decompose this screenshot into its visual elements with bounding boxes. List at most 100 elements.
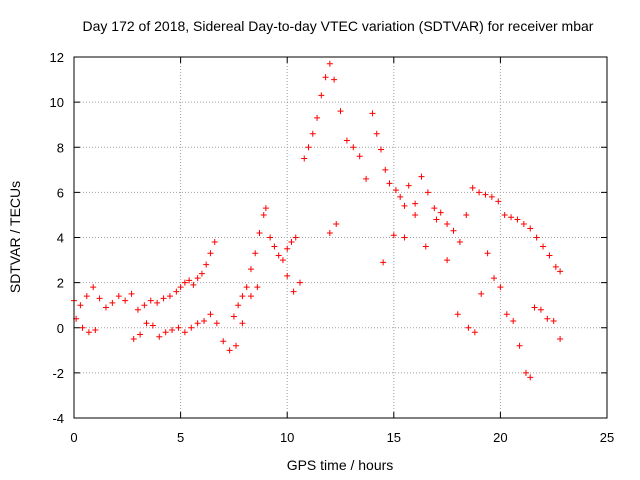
- data-point: [412, 200, 419, 207]
- data-point: [220, 338, 227, 345]
- data-point: [92, 327, 99, 334]
- data-point: [418, 173, 425, 180]
- data-point: [476, 189, 483, 196]
- data-point: [102, 304, 109, 311]
- data-point: [239, 293, 246, 300]
- y-tick-label: 8: [57, 140, 64, 155]
- data-point: [514, 216, 521, 223]
- data-point: [382, 166, 389, 173]
- data-point: [469, 184, 476, 191]
- data-point: [488, 193, 495, 200]
- data-point: [546, 252, 553, 259]
- data-point: [181, 329, 188, 336]
- data-point: [508, 214, 515, 221]
- data-point: [226, 347, 233, 354]
- data-point: [433, 216, 440, 223]
- data-point: [134, 306, 141, 313]
- data-point: [247, 293, 254, 300]
- chart-title: Day 172 of 2018, Sidereal Day-to-day VTE…: [83, 18, 594, 34]
- data-point: [331, 76, 338, 83]
- data-point: [175, 324, 182, 331]
- data-point: [252, 250, 259, 257]
- data-point: [207, 250, 214, 257]
- data-point: [516, 342, 523, 349]
- grid: [74, 57, 607, 418]
- data-point: [531, 304, 538, 311]
- data-point: [522, 369, 529, 376]
- data-point: [305, 144, 312, 151]
- data-point: [557, 336, 564, 343]
- data-point: [463, 211, 470, 218]
- data-point: [296, 279, 303, 286]
- data-point: [122, 297, 129, 304]
- data-point: [262, 205, 269, 212]
- data-point: [162, 329, 169, 336]
- data-point: [188, 324, 195, 331]
- data-point: [373, 130, 380, 137]
- data-point: [363, 175, 370, 182]
- data-point: [160, 295, 167, 302]
- data-point: [207, 311, 214, 318]
- series-0: [71, 60, 564, 320]
- data-point: [284, 272, 291, 279]
- data-point: [497, 284, 504, 291]
- data-point: [495, 198, 502, 205]
- data-point: [337, 108, 344, 115]
- data-point: [166, 293, 173, 300]
- data-point: [169, 327, 176, 334]
- data-point: [149, 322, 156, 329]
- data-point: [292, 234, 299, 241]
- x-tick-label: 5: [177, 430, 184, 445]
- data-point: [239, 320, 246, 327]
- data-point: [412, 211, 419, 218]
- data-point: [190, 281, 197, 288]
- data-point: [527, 225, 534, 232]
- data-point: [378, 146, 385, 153]
- data-point: [147, 297, 154, 304]
- data-point: [173, 288, 180, 295]
- data-point: [540, 243, 547, 250]
- data-point: [401, 234, 408, 241]
- data-points: [71, 60, 564, 381]
- data-point: [401, 202, 408, 209]
- data-point: [390, 232, 397, 239]
- data-point: [501, 211, 508, 218]
- data-point: [141, 302, 148, 309]
- data-point: [186, 277, 193, 284]
- data-point: [431, 205, 438, 212]
- data-point: [267, 234, 274, 241]
- x-tick-label: 25: [600, 430, 614, 445]
- data-point: [256, 229, 263, 236]
- data-point: [96, 295, 103, 302]
- data-point: [271, 243, 278, 250]
- data-point: [301, 155, 308, 162]
- data-point: [314, 114, 321, 121]
- data-point: [386, 180, 393, 187]
- data-point: [309, 130, 316, 137]
- data-point: [350, 144, 357, 151]
- y-tick-label: 12: [50, 50, 64, 65]
- data-point: [128, 290, 135, 297]
- data-point: [198, 270, 205, 277]
- data-point: [503, 311, 510, 318]
- data-point: [422, 243, 429, 250]
- y-axis-label: SDTVAR / TECUs: [7, 181, 23, 293]
- data-point: [79, 324, 86, 331]
- x-axis-label: GPS time / hours: [287, 457, 394, 473]
- data-point: [450, 227, 457, 234]
- data-point: [203, 261, 210, 268]
- data-point: [527, 374, 534, 381]
- data-point: [392, 187, 399, 194]
- data-point: [444, 220, 451, 227]
- data-point: [194, 275, 201, 282]
- data-point: [405, 182, 412, 189]
- data-point: [437, 209, 444, 216]
- data-point: [343, 137, 350, 144]
- tick-labels: 0 5 10 15 20 25 -4 -2 0 2 4 6 8 10 12: [50, 50, 615, 445]
- data-point: [211, 239, 218, 246]
- data-point: [284, 245, 291, 252]
- data-point: [533, 234, 540, 241]
- data-point: [333, 220, 340, 227]
- data-point: [369, 110, 376, 117]
- data-point: [380, 259, 387, 266]
